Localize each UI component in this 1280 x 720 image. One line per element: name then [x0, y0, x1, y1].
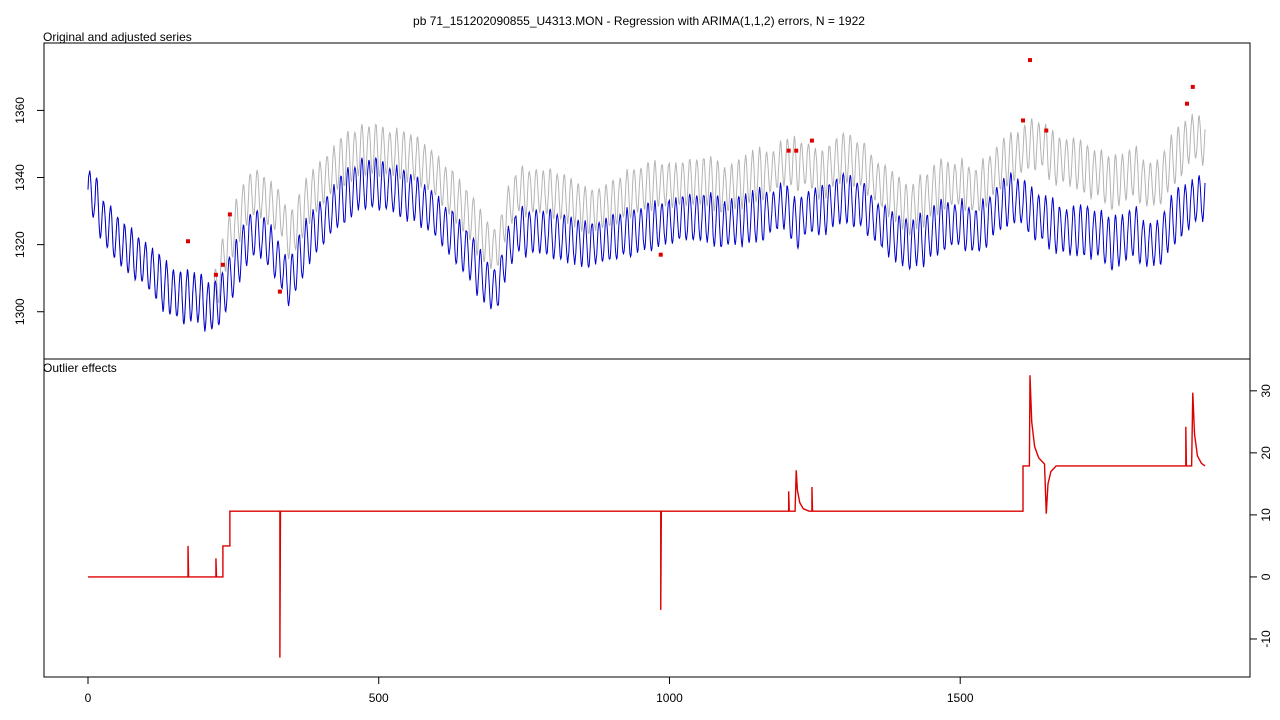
bottom-panel-frame: [43, 358, 1251, 678]
chart-title: pb 71_151202090855_U4313.MON - Regressio…: [413, 14, 865, 28]
outlier-point-0: [186, 239, 191, 244]
top-panel-frame: [43, 42, 1251, 360]
y-tick-label: 1360: [13, 97, 27, 124]
y-tick-label: 0: [1259, 573, 1273, 580]
top-panel-plot-area: [87, 58, 1206, 332]
y-tick-label: 1320: [13, 231, 27, 258]
outlier-point-3: [227, 212, 232, 217]
outlier-point-13: [1190, 84, 1195, 89]
axes-layer: 1300 1320 1340 1360 -10 0 10 20 30 0 500 1000 1500: [13, 97, 1273, 705]
bottom-panel-plot-area: [88, 375, 1206, 658]
outlier-point-7: [794, 148, 799, 153]
outlier-point-4: [277, 289, 282, 294]
outlier-point-2: [220, 262, 225, 267]
y-tick-label: -10: [1259, 630, 1273, 648]
bottom-panel-subtitle: Outlier effects: [43, 361, 117, 375]
y-tick-label: 20: [1259, 446, 1273, 460]
top-panel-subtitle: Original and adjusted series: [43, 30, 192, 44]
outlier-point-11: [1044, 128, 1049, 133]
y-tick-label: 1340: [13, 164, 27, 191]
outlier-point-10: [1027, 58, 1032, 63]
adjusted-series-line: [87, 156, 1206, 332]
outlier-effects-line: [88, 375, 1206, 658]
outlier-point-12: [1184, 101, 1189, 106]
y-tick-label: 1300: [13, 298, 27, 325]
x-tick-label: 1000: [656, 691, 683, 705]
outlier-point-1: [213, 272, 218, 277]
x-tick-label: 1500: [947, 691, 974, 705]
x-tick-label: 500: [369, 691, 389, 705]
outlier-point-9: [1021, 118, 1025, 123]
y-tick-label: 30: [1259, 384, 1273, 398]
y-tick-label: 10: [1259, 508, 1273, 522]
original-series-line: [87, 113, 1206, 332]
outlier-point-5: [658, 252, 663, 257]
outlier-point-8: [809, 138, 814, 143]
outlier-point-6: [786, 148, 791, 153]
x-tick-label: 0: [85, 691, 92, 705]
